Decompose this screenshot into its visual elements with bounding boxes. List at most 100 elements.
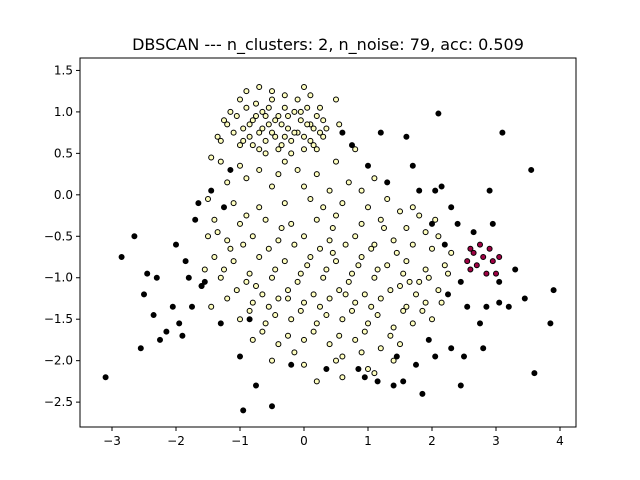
cluster-0-point-187 [400, 270, 407, 277]
points-layer [102, 84, 557, 414]
cluster-0-point-164 [269, 357, 275, 364]
cluster-0-point-6 [240, 125, 247, 132]
noise-point-74 [521, 295, 528, 302]
cluster-0-point-167 [365, 365, 371, 372]
noise-point-54 [477, 320, 483, 327]
cluster-0-point-234 [317, 303, 323, 310]
cluster-0-point-152 [339, 316, 346, 323]
cluster-0-point-4 [233, 113, 240, 120]
cluster-0-point-190 [259, 291, 266, 298]
cluster-0-point-180 [221, 266, 227, 273]
noise-point-1 [118, 254, 125, 261]
noise-point-45 [432, 187, 439, 194]
cluster-0-point-48 [249, 142, 256, 149]
cluster-0-point-72 [237, 162, 243, 169]
noise-point-35 [505, 303, 512, 310]
cluster-0-point-233 [265, 303, 272, 310]
cluster-0-point-78 [352, 146, 359, 153]
noise-point-43 [448, 204, 455, 211]
cluster-0-point-203 [400, 307, 407, 314]
cluster-0-point-134 [345, 278, 352, 285]
cluster-0-point-160 [326, 341, 333, 348]
cluster-0-point-212 [281, 158, 288, 165]
noise-point-7 [163, 328, 170, 335]
chart-title: DBSCAN --- n_clusters: 2, n_noise: 79, a… [132, 35, 524, 55]
cluster-0-point-35 [281, 92, 288, 99]
cluster-0-point-129 [217, 274, 224, 281]
noise-point-42 [454, 220, 461, 227]
cluster-1-point-10 [496, 254, 503, 261]
cluster-0-point-71 [217, 158, 224, 165]
cluster-0-point-136 [397, 283, 403, 290]
noise-point-60 [441, 241, 448, 248]
cluster-0-point-24 [297, 117, 304, 124]
cluster-0-point-18 [278, 142, 285, 149]
noise-point-17 [198, 283, 205, 290]
cluster-0-point-224 [291, 349, 298, 356]
cluster-0-point-85 [384, 195, 391, 202]
noise-point-70 [361, 374, 368, 381]
cluster-0-point-45 [333, 96, 339, 103]
cluster-0-point-8 [246, 133, 253, 140]
cluster-0-point-28 [310, 142, 317, 149]
cluster-0-point-104 [422, 229, 429, 236]
cluster-0-point-95 [211, 216, 218, 223]
cluster-0-point-191 [285, 287, 291, 294]
cluster-0-point-54 [291, 129, 298, 136]
cluster-0-point-177 [342, 241, 349, 248]
cluster-0-point-44 [313, 146, 320, 153]
noise-point-65 [339, 129, 346, 136]
noise-point-15 [192, 216, 199, 223]
cluster-0-point-55 [304, 121, 311, 128]
cluster-0-point-47 [301, 84, 307, 91]
cluster-0-point-123 [333, 258, 339, 265]
cluster-0-point-200 [323, 312, 330, 319]
y-tick-label: 1.5 [54, 63, 73, 77]
noise-point-75 [150, 312, 157, 319]
cluster-0-point-182 [272, 266, 279, 273]
cluster-1-point-9 [493, 270, 499, 277]
cluster-0-point-213 [320, 204, 327, 211]
cluster-0-point-89 [281, 200, 288, 207]
noise-point-27 [390, 382, 397, 389]
cluster-0-point-21 [288, 137, 295, 144]
cluster-0-point-100 [333, 212, 339, 219]
cluster-0-point-3 [230, 129, 237, 136]
cluster-0-point-93 [397, 208, 403, 215]
noise-point-57 [496, 278, 503, 285]
noise-point-2 [131, 233, 138, 240]
cluster-0-point-12 [259, 108, 266, 115]
noise-point-56 [457, 278, 464, 285]
cluster-0-point-207 [336, 332, 343, 339]
y-tick-label: −1.5 [44, 312, 73, 326]
cluster-0-point-96 [237, 220, 243, 227]
cluster-0-point-138 [435, 287, 442, 294]
cluster-0-point-186 [374, 266, 381, 273]
noise-point-41 [486, 187, 493, 194]
cluster-0-point-124 [358, 254, 365, 261]
cluster-0-point-133 [320, 274, 327, 281]
cluster-0-point-188 [425, 274, 432, 281]
cluster-0-point-147 [422, 299, 429, 306]
cluster-0-point-41 [262, 150, 269, 157]
noise-point-6 [157, 336, 163, 343]
y-tick-label: 0.5 [54, 146, 73, 160]
cluster-0-point-16 [272, 133, 279, 140]
noise-point-67 [393, 353, 400, 360]
noise-point-73 [512, 266, 519, 273]
cluster-0-point-226 [278, 224, 285, 231]
cluster-0-point-38 [237, 96, 243, 103]
cluster-0-point-168 [390, 357, 397, 364]
noise-point-12 [182, 258, 189, 265]
cluster-0-point-142 [301, 299, 307, 306]
cluster-0-point-65 [307, 137, 314, 144]
cluster-0-point-82 [301, 183, 307, 190]
cluster-0-point-192 [310, 291, 317, 298]
cluster-0-point-87 [230, 200, 237, 207]
cluster-0-point-162 [377, 345, 384, 352]
cluster-0-point-161 [352, 336, 359, 343]
cluster-0-point-101 [358, 220, 365, 227]
noise-point-49 [409, 162, 416, 169]
cluster-1-point-0 [464, 258, 471, 265]
noise-point-10 [176, 320, 183, 327]
